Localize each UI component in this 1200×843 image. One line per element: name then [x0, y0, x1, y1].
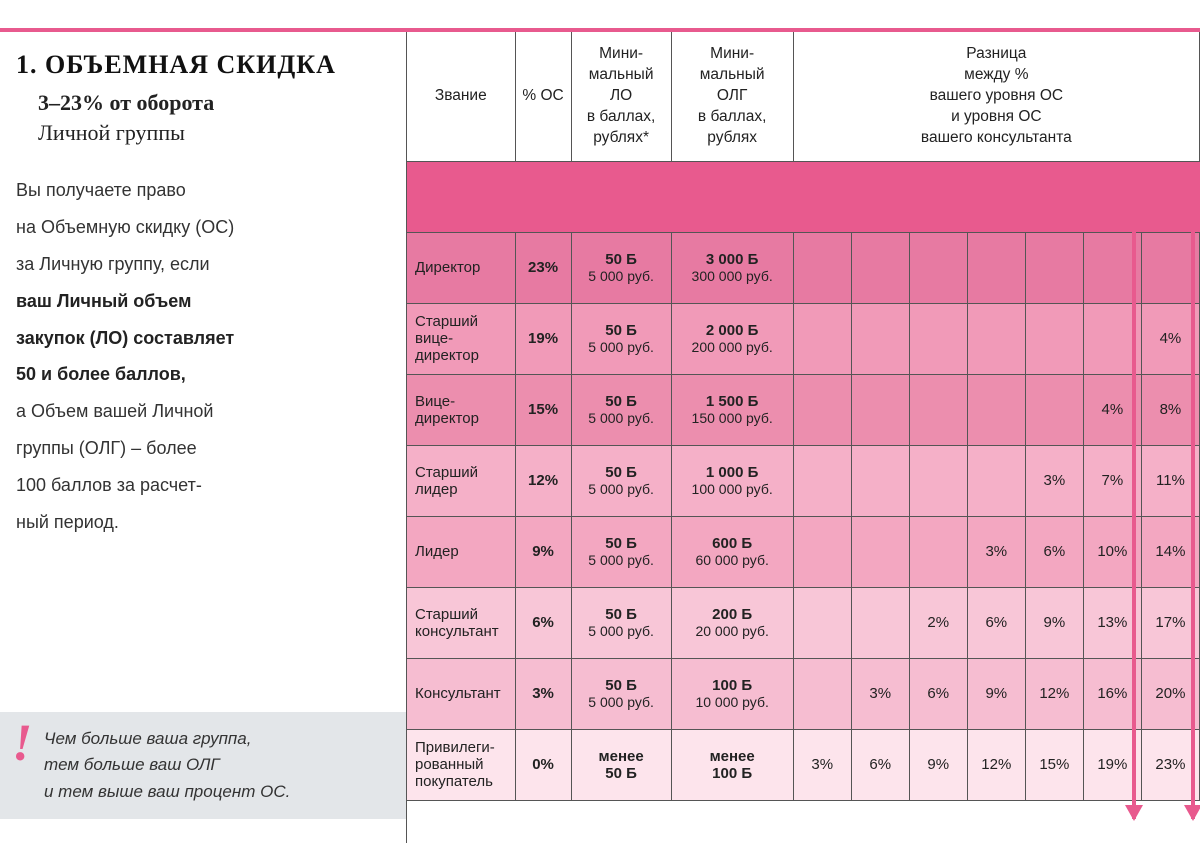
cell-rank: Директор — [407, 232, 515, 303]
cell-diff: 9% — [967, 658, 1025, 729]
cell-pct: 0% — [515, 729, 571, 800]
cell-diff — [793, 587, 851, 658]
cell-pct: 19% — [515, 303, 571, 374]
cell-lo: менее50 Б — [571, 729, 671, 800]
table-row: Старшийлидер12%50 Б5 000 руб.1 000 Б100 … — [407, 445, 1200, 516]
cell-lo: 50 Б5 000 руб. — [571, 374, 671, 445]
cell-rank: Старшийлидер — [407, 445, 515, 516]
cell-diff — [851, 587, 909, 658]
cell-diff: 6% — [909, 658, 967, 729]
cell-diff: 6% — [851, 729, 909, 800]
cell-pct: 23% — [515, 232, 571, 303]
cell-diff — [851, 303, 909, 374]
cell-diff — [851, 232, 909, 303]
heading-1: 1. ОБЪЕМНАЯ СКИДКА — [16, 50, 386, 80]
cell-rank: Вице-директор — [407, 374, 515, 445]
table-region: Звание % ОС Мини-мальныйЛОв баллах,рубля… — [406, 32, 1200, 843]
cell-diff — [793, 445, 851, 516]
cell-diff — [851, 374, 909, 445]
cell-olg: 1 500 Б150 000 руб. — [671, 374, 793, 445]
cell-olg: 100 Б10 000 руб. — [671, 658, 793, 729]
cell-diff: 3% — [1025, 445, 1083, 516]
th-olg: Мини-мальныйОЛГв баллах,рублях — [671, 32, 793, 161]
th-pct: % ОС — [515, 32, 571, 161]
cell-diff — [909, 374, 967, 445]
cell-lo: 50 Б5 000 руб. — [571, 232, 671, 303]
table-row: Вице-директор15%50 Б5 000 руб.1 500 Б150… — [407, 374, 1200, 445]
cell-diff: 15% — [1025, 729, 1083, 800]
heading-2: 3–23% от оборота — [38, 90, 386, 116]
cell-diff — [967, 303, 1025, 374]
arrow-down-2 — [1191, 195, 1195, 819]
cell-olg: 3 000 Б300 000 руб. — [671, 232, 793, 303]
cell-diff — [967, 232, 1025, 303]
arrow-down-1 — [1132, 195, 1136, 819]
cell-lo: 50 Б5 000 руб. — [571, 587, 671, 658]
cell-diff: 9% — [1025, 587, 1083, 658]
cell-diff — [909, 232, 967, 303]
cell-diff — [909, 516, 967, 587]
cell-olg: менее100 Б — [671, 729, 793, 800]
th-lo: Мини-мальныйЛОв баллах,рублях* — [571, 32, 671, 161]
cell-diff: 6% — [967, 587, 1025, 658]
cell-pct: 6% — [515, 587, 571, 658]
th-diff: Разницамежду %вашего уровня ОСи уровня О… — [793, 32, 1199, 161]
cell-diff: 3% — [793, 729, 851, 800]
cell-lo: 50 Б5 000 руб. — [571, 445, 671, 516]
cell-diff — [793, 374, 851, 445]
cell-pct: 3% — [515, 658, 571, 729]
header-separator — [407, 161, 1200, 232]
cell-rank: Привилеги-рованныйпокупатель — [407, 729, 515, 800]
cell-olg: 200 Б20 000 руб. — [671, 587, 793, 658]
cell-diff — [793, 516, 851, 587]
cell-olg: 2 000 Б200 000 руб. — [671, 303, 793, 374]
cell-diff — [793, 232, 851, 303]
table-row: Директор23%50 Б5 000 руб.3 000 Б300 000 … — [407, 232, 1200, 303]
cell-pct: 15% — [515, 374, 571, 445]
cell-diff — [793, 303, 851, 374]
cell-diff: 9% — [909, 729, 967, 800]
cell-diff: 12% — [967, 729, 1025, 800]
cell-lo: 50 Б5 000 руб. — [571, 516, 671, 587]
cell-diff: 6% — [1025, 516, 1083, 587]
table-row: Старшийвице-директор19%50 Б5 000 руб.2 0… — [407, 303, 1200, 374]
cell-diff — [851, 516, 909, 587]
note-box: ! Чем больше ваша группа,тем больше ваш … — [0, 712, 406, 819]
note-text: Чем больше ваша группа,тем больше ваш ОЛ… — [44, 729, 290, 801]
cell-rank: Старшийконсультант — [407, 587, 515, 658]
table-row: Лидер9%50 Б5 000 руб.600 Б60 000 руб. 3%6… — [407, 516, 1200, 587]
cell-diff — [793, 658, 851, 729]
cell-rank: Консультант — [407, 658, 515, 729]
table-row: Привилеги-рованныйпокупатель0%менее50 Бм… — [407, 729, 1200, 800]
cell-olg: 600 Б60 000 руб. — [671, 516, 793, 587]
cell-lo: 50 Б5 000 руб. — [571, 658, 671, 729]
cell-diff — [967, 374, 1025, 445]
table-row: Старшийконсультант6%50 Б5 000 руб.200 Б2… — [407, 587, 1200, 658]
cell-diff — [1025, 303, 1083, 374]
cell-diff — [909, 445, 967, 516]
cell-diff — [1025, 232, 1083, 303]
discount-table: Звание % ОС Мини-мальныйЛОв баллах,рубля… — [407, 32, 1200, 801]
heading-3: Личной группы — [38, 120, 386, 146]
cell-rank: Старшийвице-директор — [407, 303, 515, 374]
cell-diff: 2% — [909, 587, 967, 658]
th-rank: Звание — [407, 32, 515, 161]
cell-diff — [967, 445, 1025, 516]
cell-diff: 3% — [967, 516, 1025, 587]
table-row: Консультант3%50 Б5 000 руб.100 Б10 000 р… — [407, 658, 1200, 729]
cell-lo: 50 Б5 000 руб. — [571, 303, 671, 374]
cell-diff — [851, 445, 909, 516]
cell-diff — [909, 303, 967, 374]
exclamation-icon: ! — [12, 718, 32, 770]
table-body: Директор23%50 Б5 000 руб.3 000 Б300 000 … — [407, 161, 1200, 800]
cell-diff: 12% — [1025, 658, 1083, 729]
cell-olg: 1 000 Б100 000 руб. — [671, 445, 793, 516]
cell-diff: 3% — [851, 658, 909, 729]
cell-diff — [1025, 374, 1083, 445]
cell-rank: Лидер — [407, 516, 515, 587]
body-text: Вы получаете правона Объемную скидку (ОС… — [16, 172, 386, 541]
cell-pct: 9% — [515, 516, 571, 587]
cell-pct: 12% — [515, 445, 571, 516]
header-row: Звание % ОС Мини-мальныйЛОв баллах,рубля… — [407, 32, 1200, 161]
